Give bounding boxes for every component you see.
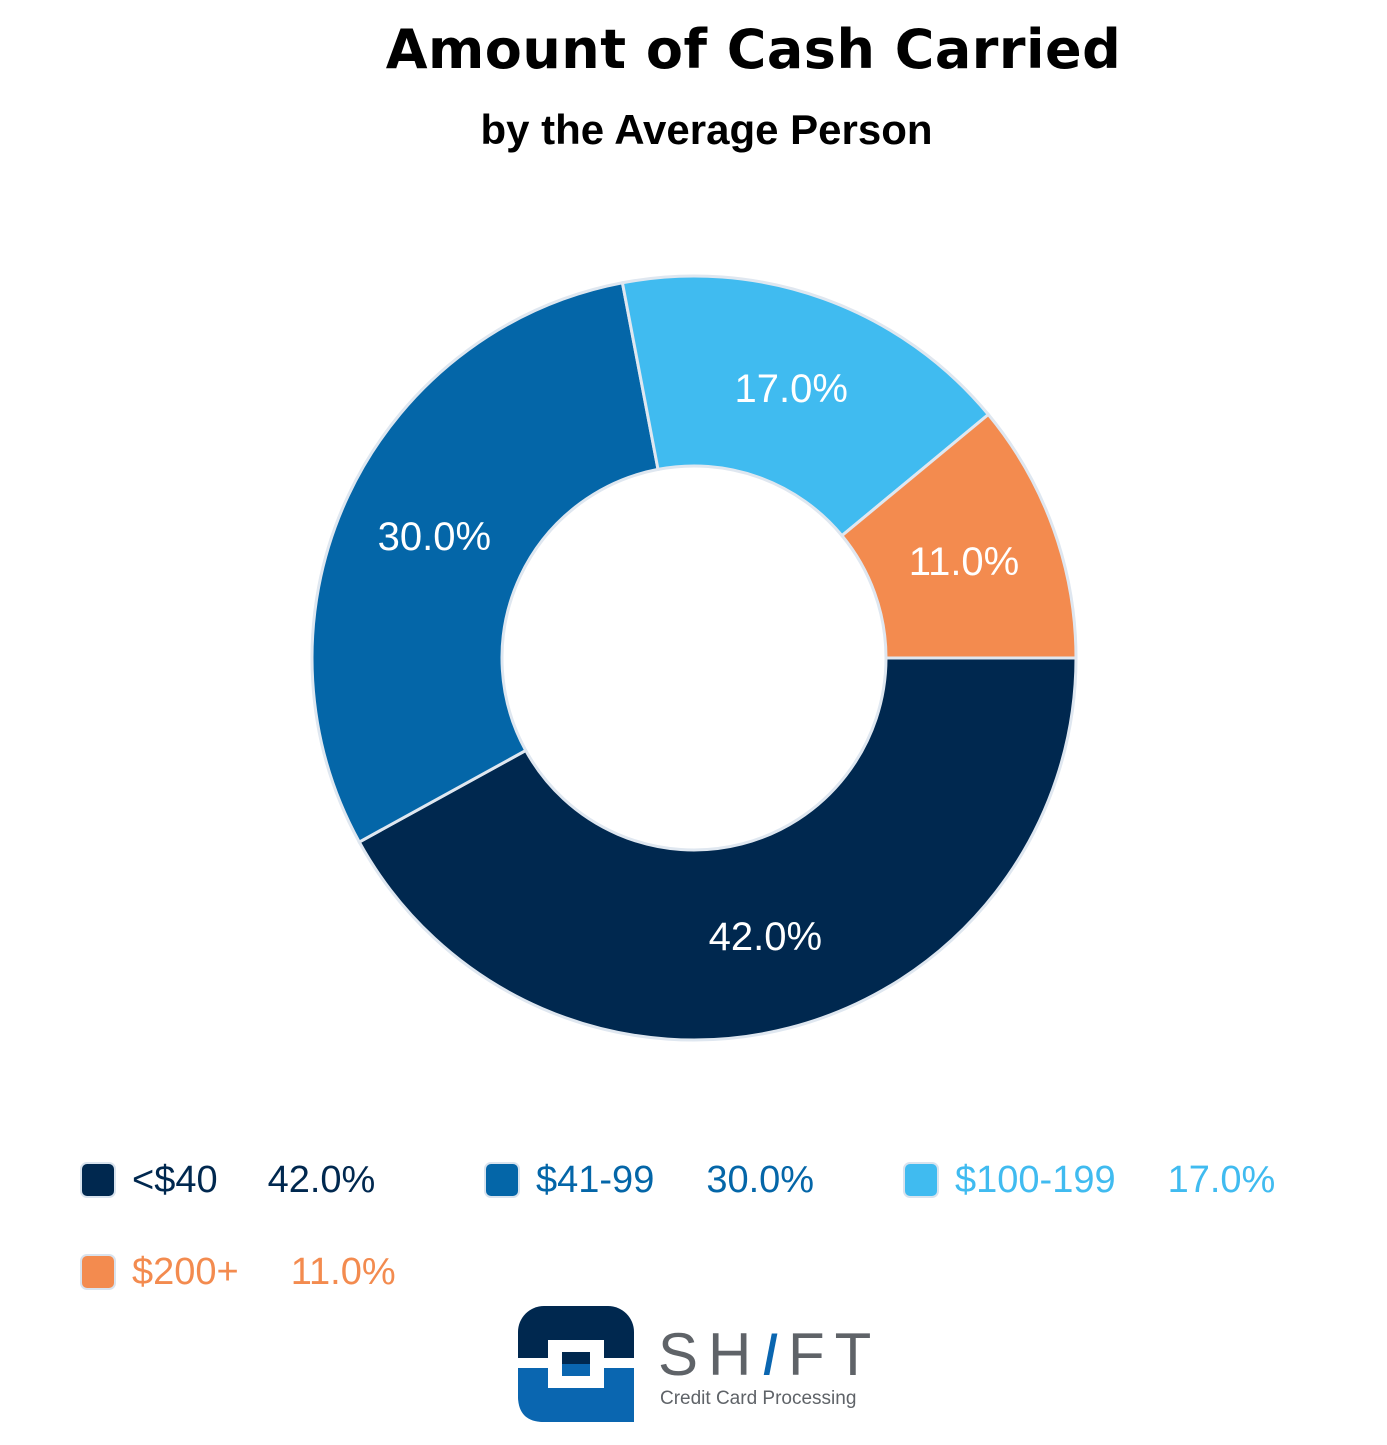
slice-label-41-99: 30.0% [378, 515, 491, 559]
donut-slice-100-199 [620, 274, 991, 538]
donut-slice-41-99 [310, 281, 660, 845]
legend-value: 42.0% [267, 1158, 376, 1201]
legend-swatch [484, 1162, 520, 1198]
shift-logo-tagline: Credit Card Processing [660, 1388, 857, 1409]
legend-item-100-199: $100-199 17.0% [903, 1158, 1275, 1202]
legend-item-41-99: $41-99 30.0% [484, 1158, 814, 1202]
shift-logo-icon [518, 1306, 634, 1422]
legend-label: $100-199 [955, 1158, 1116, 1201]
chart-subtitle: by the Average Person [480, 106, 933, 153]
slice-label-100-199: 17.0% [735, 367, 848, 411]
legend-item-200-plus: $200+ 11.0% [80, 1250, 396, 1294]
donut-chart: 42.0% 30.0% 17.0% 11.0% [310, 274, 1078, 1042]
legend-label: <$40 [132, 1158, 218, 1201]
shift-logo-wordmark: SHIFT [658, 1321, 882, 1388]
legend-item-under-40: <$40 42.0% [80, 1158, 375, 1202]
donut-slice-under-40 [357, 656, 1078, 1042]
legend-value: 11.0% [290, 1250, 396, 1293]
chart-title: Amount of Cash Carried [385, 18, 1122, 81]
shift-logo: SHIFT Credit Card Processing [518, 1306, 878, 1426]
legend-value: 17.0% [1167, 1158, 1276, 1201]
legend-swatch [903, 1162, 939, 1198]
legend-swatch [80, 1162, 116, 1198]
legend-label: $200+ [132, 1250, 239, 1293]
legend-value: 30.0% [706, 1158, 815, 1201]
legend-label: $41-99 [536, 1158, 655, 1201]
donut-slice-200-plus [839, 412, 1078, 660]
slice-label-200-plus: 11.0% [909, 540, 1019, 584]
slice-label-under-40: 42.0% [709, 915, 822, 959]
legend-swatch [80, 1254, 116, 1290]
